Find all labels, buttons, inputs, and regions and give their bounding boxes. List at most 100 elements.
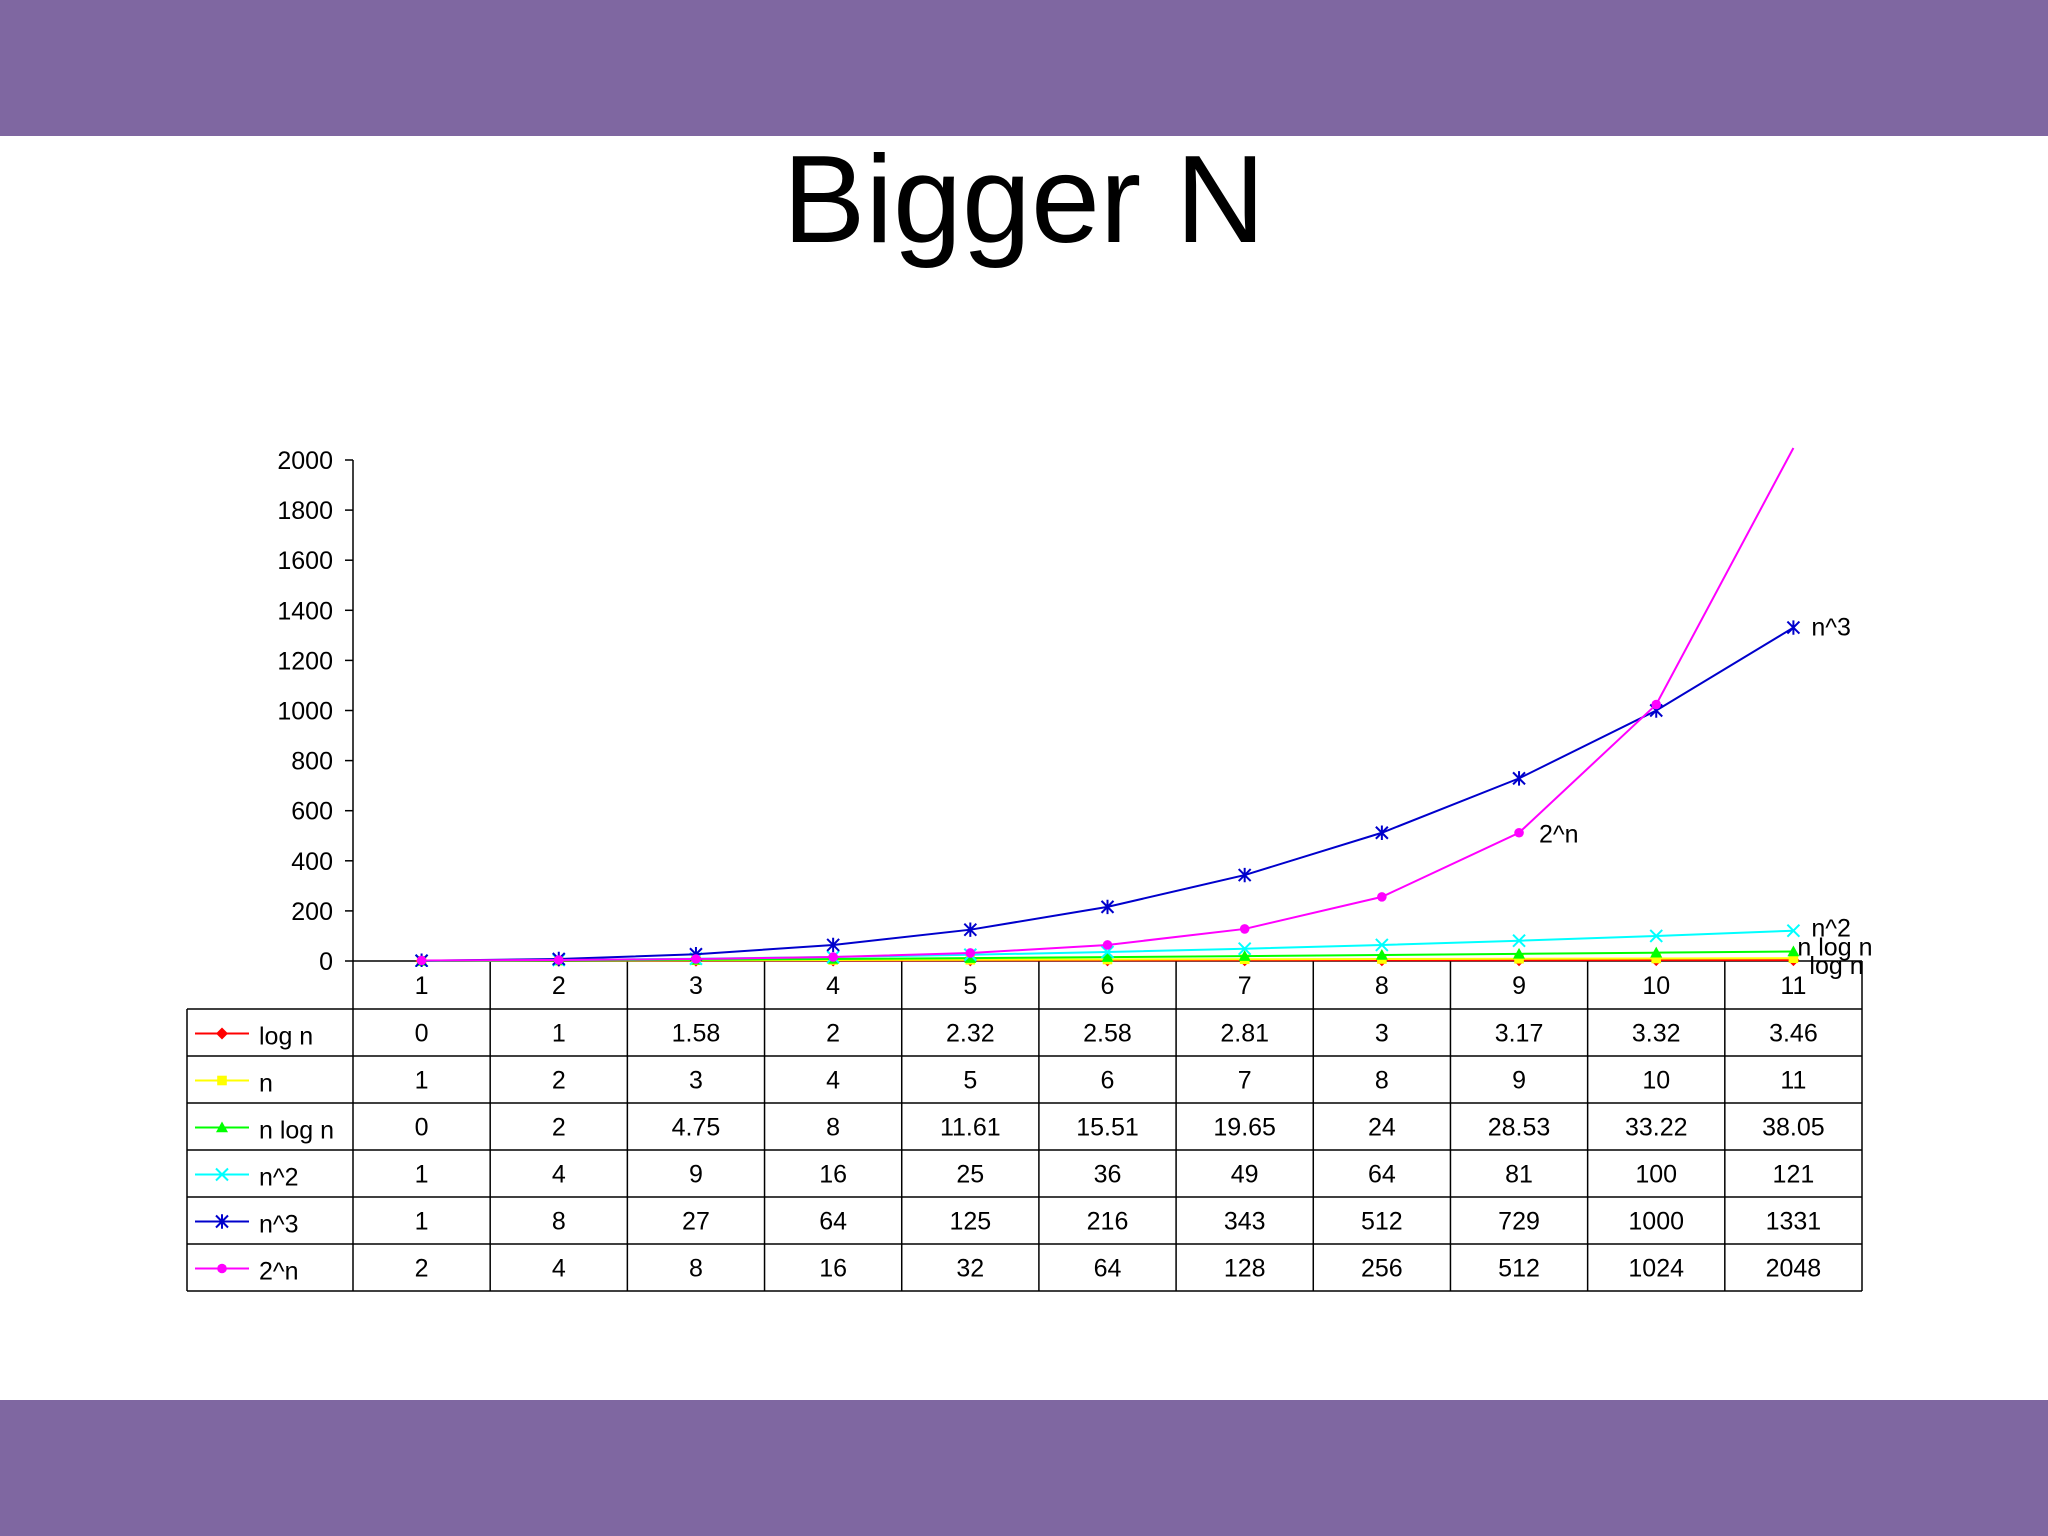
- legend-label: n: [259, 1070, 273, 1098]
- table-cell: 10: [1642, 1067, 1670, 1095]
- y-tick-label: 1000: [277, 698, 333, 726]
- series-annotation: n^2: [1811, 915, 1851, 943]
- x-tick-label: 4: [826, 972, 840, 1000]
- table-cell: 15.51: [1076, 1114, 1139, 1142]
- marker-shape: [1786, 620, 1801, 635]
- table-cell: 1: [415, 1208, 429, 1236]
- table-cell: 64: [1094, 1255, 1122, 1283]
- marker-shape: [416, 955, 427, 966]
- data-point: [1375, 825, 1389, 840]
- table-cell: 1: [415, 1067, 429, 1095]
- y-tick-label: 400: [291, 848, 333, 876]
- marker-shape: [965, 948, 976, 958]
- table-cell: 19.65: [1213, 1114, 1276, 1142]
- y-tick-label: 1400: [277, 597, 333, 625]
- table-cell: 1331: [1766, 1208, 1822, 1236]
- table-cell: 512: [1498, 1255, 1540, 1283]
- data-point: [828, 952, 838, 962]
- data-point: [691, 954, 701, 964]
- data-point: [1238, 950, 1251, 961]
- table-cell: 49: [1231, 1161, 1259, 1189]
- data-point: [1650, 946, 1663, 958]
- marker-shape: [1513, 947, 1526, 959]
- marker-shape: [826, 937, 840, 953]
- marker-shape: [1514, 827, 1524, 838]
- y-tick-label: 0: [319, 948, 333, 976]
- table-cell: 9: [1512, 1067, 1526, 1095]
- data-point: [1512, 934, 1526, 948]
- marker-shape: [217, 1263, 227, 1274]
- marker-shape: [1239, 924, 1250, 934]
- table-cell: 4: [552, 1161, 566, 1189]
- y-tick-label: 1600: [277, 547, 333, 575]
- table-cell: 28.53: [1488, 1114, 1551, 1142]
- table-cell: 729: [1498, 1208, 1540, 1236]
- legend-key-marker: [216, 1121, 228, 1133]
- x-tick-label: 11: [1780, 972, 1806, 1000]
- data-point: [416, 955, 427, 966]
- data-point: [1786, 620, 1801, 635]
- y-tick-label: 1800: [277, 497, 333, 525]
- slide-title: Bigger N: [782, 131, 1266, 269]
- table-cell: 32: [956, 1255, 984, 1283]
- table-cell: 4: [826, 1067, 840, 1095]
- data-point: [1375, 948, 1388, 960]
- marker-shape: [1786, 923, 1801, 938]
- data-point: [1788, 953, 1799, 964]
- series-annotation: n log n: [1797, 933, 1872, 961]
- table-cell: 2.81: [1220, 1020, 1269, 1048]
- bottom-band: [0, 1400, 2048, 1536]
- table-cell: 8: [552, 1208, 566, 1236]
- marker-shape: [1512, 934, 1526, 948]
- top-band: [0, 0, 2048, 136]
- table-cell: 2048: [1766, 1255, 1822, 1283]
- marker-shape: [216, 1027, 228, 1040]
- table-cell: 1024: [1628, 1255, 1684, 1283]
- table-cell: 2.58: [1083, 1020, 1132, 1048]
- legend-key-marker: [217, 1263, 227, 1274]
- legend-key-marker: [217, 1075, 227, 1086]
- table-cell: 6: [1101, 1067, 1115, 1095]
- marker-shape: [691, 954, 701, 964]
- marker-shape: [1787, 945, 1800, 957]
- table-cell: 8: [689, 1255, 703, 1283]
- table-cell: 3.32: [1632, 1020, 1681, 1048]
- table-cell: 7: [1238, 1067, 1252, 1095]
- data-point: [1100, 945, 1115, 959]
- marker-shape: [1650, 946, 1663, 958]
- marker-shape: [1238, 950, 1251, 961]
- data-point: [1237, 942, 1252, 956]
- table-cell: 81: [1505, 1161, 1533, 1189]
- table-cell: 16: [819, 1161, 847, 1189]
- x-tick-label: 10: [1642, 972, 1670, 1000]
- data-point: [1237, 867, 1252, 883]
- legend-key-marker: [215, 1167, 229, 1182]
- series-annotation: n^3: [1811, 614, 1851, 642]
- legend-label: n log n: [259, 1117, 334, 1145]
- data-point: [1101, 951, 1114, 962]
- marker-shape: [216, 1121, 228, 1133]
- marker-shape: [963, 922, 978, 937]
- x-tick-label: 3: [689, 972, 703, 1000]
- data-point: [1513, 947, 1526, 959]
- y-tick-label: 1200: [277, 647, 333, 675]
- plot-area: [414, 447, 1801, 967]
- table-cell: 512: [1361, 1208, 1403, 1236]
- table-cell: 2: [415, 1255, 429, 1283]
- marker-shape: [1377, 892, 1387, 902]
- x-tick-label: 7: [1238, 972, 1252, 1000]
- table-cell: 125: [949, 1208, 991, 1236]
- table-cell: 343: [1224, 1208, 1266, 1236]
- x-tick-label: 5: [963, 972, 977, 1000]
- data-point: [1651, 953, 1662, 964]
- table-cell: 11.61: [940, 1114, 1001, 1142]
- legend-label: n^3: [259, 1211, 299, 1239]
- data-point: [1100, 899, 1115, 915]
- data-point: [1649, 929, 1663, 943]
- marker-shape: [1651, 953, 1662, 964]
- marker-shape: [1649, 929, 1663, 943]
- data-point: [553, 955, 564, 965]
- x-tick-label: 1: [415, 972, 429, 1000]
- table-cell: 0: [415, 1020, 429, 1048]
